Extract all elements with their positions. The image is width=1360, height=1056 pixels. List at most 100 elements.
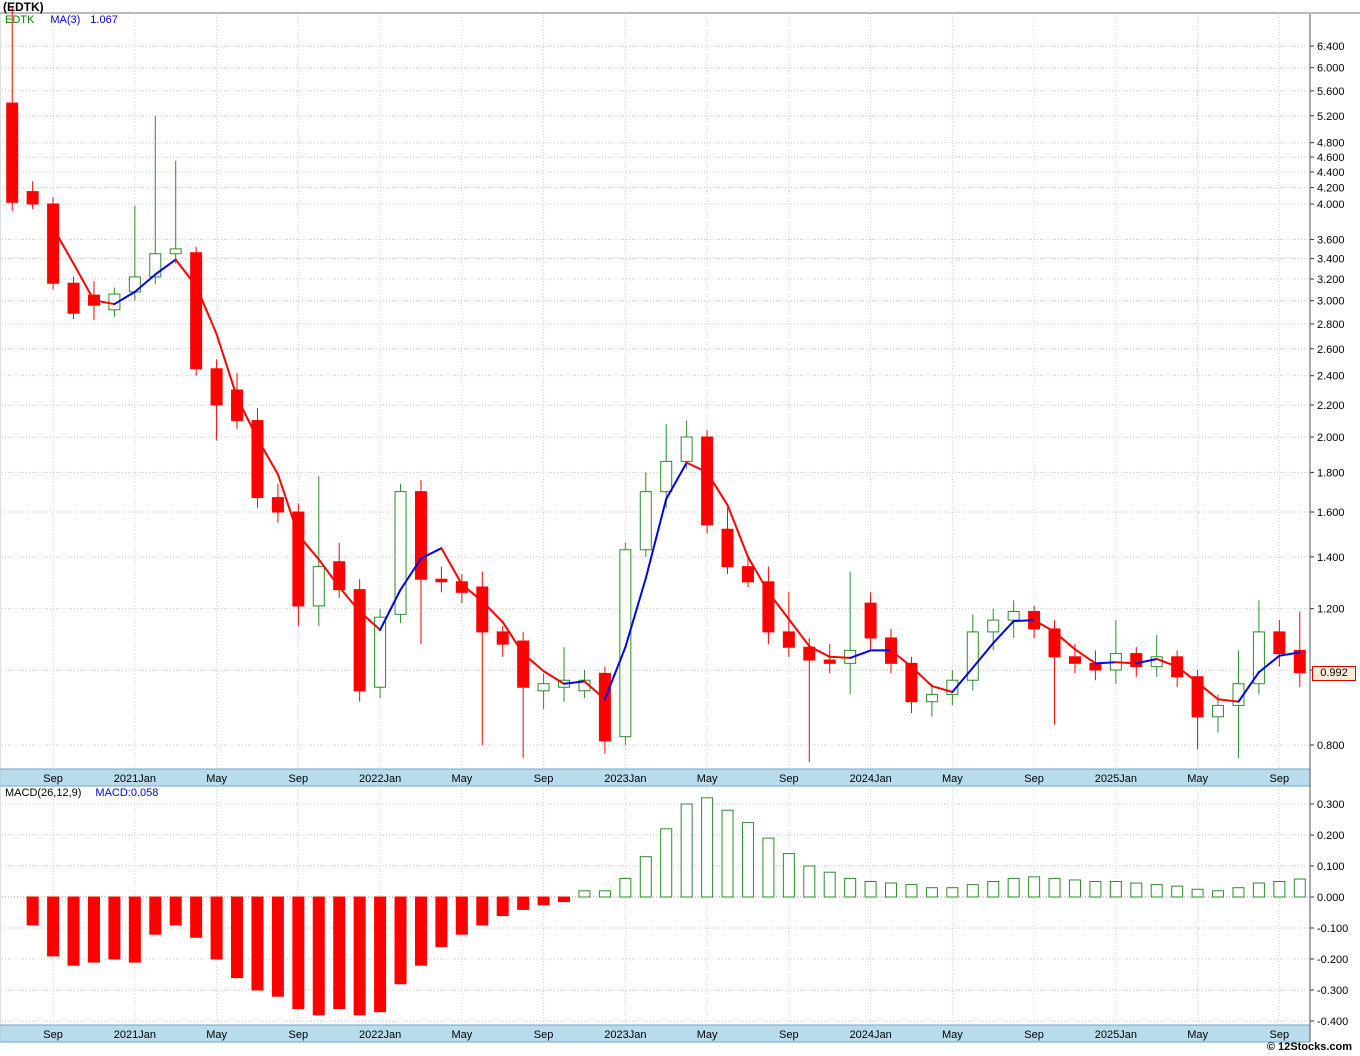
candle-body — [26, 191, 39, 205]
macd-bar — [578, 890, 591, 898]
macd-bar — [721, 809, 734, 898]
macd-bar — [782, 853, 795, 898]
macd-bar — [660, 828, 673, 898]
macd-bar — [537, 896, 550, 906]
macd-bar — [680, 803, 693, 898]
macd-bar — [374, 896, 387, 1013]
x-axis-label: Sep — [534, 773, 554, 785]
ma3-line-segment — [890, 649, 913, 668]
x-axis-label: Sep — [534, 1029, 554, 1041]
legend-ma-label: MA(3) — [50, 14, 81, 26]
macd-bar — [1252, 882, 1265, 898]
macd-bar — [271, 896, 284, 997]
macd-bar — [905, 884, 918, 898]
ma3-line-segment — [460, 583, 484, 603]
macd-bar — [210, 896, 223, 960]
ma3-line-segment — [726, 504, 749, 558]
ma3-line-segment — [746, 555, 770, 594]
macd-bar — [1028, 876, 1041, 898]
price-axis-label: 1.400 — [1317, 552, 1345, 564]
x-axis-label: 2021Jan — [114, 1029, 156, 1041]
ma3-line-segment — [1257, 654, 1281, 674]
x-axis-label: 2022Jan — [359, 1029, 401, 1041]
price-axis-label: 2.200 — [1317, 400, 1345, 412]
macd-histogram — [26, 797, 1306, 1016]
macd-axis-label: -0.400 — [1317, 1016, 1348, 1028]
ma3-line-segment — [338, 586, 361, 613]
x-axis-label: 2023Jan — [604, 773, 646, 785]
ma3-line-segment — [951, 666, 974, 693]
candle-body — [721, 528, 734, 568]
x-axis-label: Sep — [1024, 773, 1044, 785]
price-axis-label: 1.200 — [1317, 604, 1345, 616]
macd-bar — [1293, 878, 1306, 898]
macd-bar — [1007, 877, 1020, 898]
ma3-line-segment — [971, 642, 995, 669]
x-axis-label: 2022Jan — [359, 773, 401, 785]
ma3-line-segment — [113, 290, 136, 306]
ma3-line-segment — [849, 649, 872, 659]
ma3-line-segment — [1094, 661, 1117, 665]
ma3-line-segment — [1033, 619, 1056, 633]
candle-body — [231, 389, 244, 422]
macd-bar — [885, 882, 898, 898]
macd-params-label: MACD(26,12,9) — [5, 787, 82, 799]
legend-symbol: EDTK — [5, 14, 35, 26]
macd-bar — [946, 887, 959, 898]
x-axis-label: May — [1187, 773, 1208, 785]
ma3-line-segment — [706, 471, 729, 507]
x-axis-label: 2025Jan — [1095, 1029, 1137, 1041]
macd-bar — [108, 896, 121, 960]
candle-body — [169, 248, 182, 255]
ma3-line-segment — [174, 258, 198, 288]
candle-body — [496, 631, 509, 645]
price-axis-label: 5.200 — [1317, 111, 1345, 123]
candle-body — [6, 102, 19, 203]
x-axis-label: 2024Jan — [849, 773, 891, 785]
price-axis-label: 6.000 — [1317, 63, 1345, 75]
ma3-line-segment — [910, 665, 933, 688]
x-axis-label: 2025Jan — [1095, 773, 1137, 785]
macd-bar — [639, 856, 652, 898]
x-axis-label: 2021Jan — [114, 773, 156, 785]
x-axis-label: 2024Jan — [849, 1029, 891, 1041]
candlestick-series — [6, 6, 1306, 763]
price-axis-label: 3.400 — [1317, 254, 1345, 266]
credit-link[interactable]: © 12Stocks.com — [1266, 1041, 1352, 1053]
macd-bar — [394, 896, 407, 985]
price-axis-label: 5.600 — [1317, 86, 1345, 98]
price-axis-label: 6.400 — [1317, 41, 1345, 53]
candle-body — [149, 253, 162, 278]
macd-axis-label: -0.100 — [1317, 923, 1348, 935]
page-title: (EDTK) — [3, 0, 44, 14]
candle-body — [762, 581, 775, 633]
ma3-line-segment — [481, 600, 504, 624]
ma3-line-segment — [297, 534, 320, 561]
candle-body — [414, 491, 427, 580]
macd-bar — [47, 896, 60, 957]
ma3-line-segment — [808, 645, 831, 658]
macd-bar — [598, 890, 611, 898]
macd-bar — [925, 887, 938, 898]
gridlines — [2, 14, 1310, 1024]
macd-bar — [987, 881, 1000, 898]
candle-body — [741, 566, 754, 583]
x-axis-label: Sep — [289, 1029, 309, 1041]
price-axis-label: 3.600 — [1317, 234, 1345, 246]
candle-body — [1293, 649, 1306, 674]
ma3-line-segment — [624, 577, 647, 649]
candle-body — [598, 672, 611, 742]
macd-bar — [1130, 882, 1143, 898]
price-axis-label: 2.400 — [1317, 371, 1345, 383]
price-axis-label: 1.800 — [1317, 467, 1345, 479]
ma3-line-segment — [1196, 681, 1220, 701]
price-axis-label: 4.600 — [1317, 152, 1345, 164]
candle-body — [782, 631, 795, 648]
macd-axis-label: 0.300 — [1317, 799, 1345, 811]
macd-bar — [558, 896, 571, 903]
candle-body — [1130, 653, 1143, 668]
candle-body — [619, 549, 632, 738]
macd-bar — [67, 896, 80, 966]
candle-body — [210, 368, 223, 406]
x-axis-label: Sep — [43, 773, 63, 785]
